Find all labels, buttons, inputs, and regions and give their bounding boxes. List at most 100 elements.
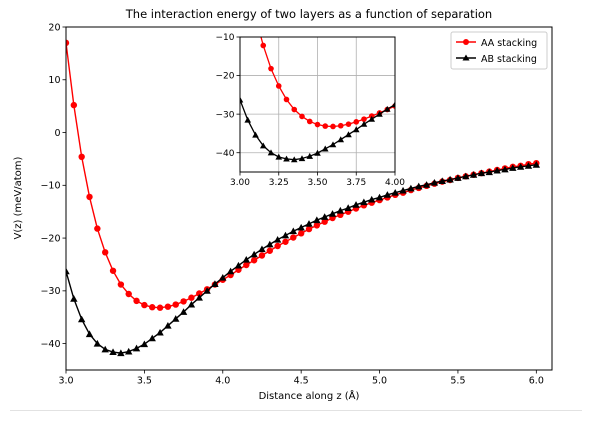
chart-title: The interaction energy of two layers as … <box>125 7 492 21</box>
main-series-aa-point <box>71 102 77 108</box>
inset-series-aa-point <box>586 36 592 42</box>
inset-series-aa-point <box>330 124 336 130</box>
main-series-aa-point <box>102 249 108 255</box>
legend-aa-label: AA stacking <box>481 38 537 49</box>
inset-series-ab-point <box>454 70 461 76</box>
main-y-tick-label: −30 <box>40 286 60 297</box>
inset-series-ab-point <box>438 77 445 83</box>
inset-series-aa-point <box>454 75 460 81</box>
main-series-aa-point <box>251 257 257 263</box>
main-series-aa-point <box>243 262 249 268</box>
main-series-aa-point <box>165 303 171 309</box>
main-series-aa-point <box>298 230 304 236</box>
main-series-ab-line <box>66 165 536 353</box>
inset-series-aa-point <box>431 86 437 92</box>
main-series-ab-point <box>86 330 93 337</box>
inset-series-ab-point <box>554 41 561 47</box>
inset-x-tick-label: 3.50 <box>307 178 327 188</box>
main-series-aa-point <box>94 225 100 231</box>
inset-series-aa-point <box>439 82 445 88</box>
main-series-ab-point <box>258 245 265 252</box>
main-y-tick-label: 20 <box>48 22 60 33</box>
x-axis-label: Distance along z (Å) <box>259 389 360 402</box>
main-series-ab-point <box>290 228 297 235</box>
main-y-tick-label: −10 <box>40 181 60 192</box>
main-series-ab-point <box>133 345 140 352</box>
main-series-aa-point <box>282 239 288 245</box>
inset-series-aa-point <box>462 72 468 78</box>
inset-series-ab-point <box>407 92 414 98</box>
main-series-aa-point <box>126 291 132 297</box>
main-series-ab-point <box>243 256 250 263</box>
main-series-ab-point <box>274 236 281 243</box>
main-series-ab-point <box>78 316 85 323</box>
main-y-tick-label: 10 <box>48 75 60 86</box>
inset-series-aa-point <box>415 92 421 98</box>
main-x-tick-label: 3.5 <box>137 376 152 387</box>
main-series-aa-point <box>259 252 265 258</box>
y-axis-label: V(z) (meV/atom) <box>13 156 24 239</box>
main-series-aa-point <box>86 194 92 200</box>
main-y-tick-label: 0 <box>54 128 60 139</box>
main-series-aa-point <box>78 154 84 160</box>
inset-series-aa-point <box>423 89 429 95</box>
main-series-aa-point <box>314 222 320 228</box>
inset-series-ab-point <box>570 38 577 44</box>
main-series-ab-point <box>305 220 312 227</box>
main-series-aa-point <box>290 234 296 240</box>
main-series-aa-point <box>274 243 280 249</box>
inset-series-aa-point <box>408 96 414 102</box>
inset-y-tick-label: −40 <box>216 149 235 159</box>
bottom-divider <box>10 410 582 411</box>
inset-series-ab-point <box>430 80 437 86</box>
inset-series-aa-point <box>446 79 452 85</box>
main-series-aa-point <box>149 304 155 310</box>
legend-ab-label: AB stacking <box>481 54 537 65</box>
inset-series-aa-point <box>353 119 359 125</box>
inset-x-tick-label: 3.75 <box>346 178 366 188</box>
inset-y-tick-label: −20 <box>216 72 235 82</box>
main-series-ab-point <box>266 241 273 248</box>
inset-plot: 3.00 3.25 3.50 3.75 4.00 −10 −20 −30 −40 <box>216 0 592 188</box>
legend: AA stacking AB stacking <box>451 32 547 69</box>
inset-series-aa-point <box>570 40 576 46</box>
inset-series-aa-point <box>315 122 321 128</box>
inset-series-aa-point <box>400 100 406 106</box>
inset-y-tick-label: −30 <box>216 110 235 120</box>
inset-series-aa-point <box>268 66 274 72</box>
main-series-aa-point <box>141 302 147 308</box>
main-series-aa-point <box>110 268 116 274</box>
legend-aa-marker <box>463 39 469 45</box>
inset-series-aa-point <box>563 41 569 47</box>
inset-series-ab-point <box>399 97 406 103</box>
main-x-tick-label: 5.0 <box>372 376 387 387</box>
inset-series-aa-point <box>291 107 297 113</box>
inset-series-aa-point <box>299 114 305 120</box>
main-x-tick-label: 4.0 <box>215 376 230 387</box>
inset-series-aa-point <box>284 97 290 103</box>
main-series-aa-point <box>267 248 273 254</box>
inset-x-tick-label: 3.25 <box>269 178 289 188</box>
main-y-tick-label: −40 <box>40 339 60 350</box>
inset-series-aa-point <box>470 69 476 75</box>
main-series-aa-point <box>173 301 179 307</box>
main-series-aa-point <box>118 281 124 287</box>
inset-series-ab-point <box>585 34 592 40</box>
inset-series-aa-point <box>307 119 313 125</box>
main-series-ab-point <box>250 251 257 258</box>
inset-y-tick-label: −10 <box>216 33 235 43</box>
inset-series-aa-point <box>338 123 344 129</box>
inset-x-tick-label: 3.00 <box>230 178 250 188</box>
inset-series-ab-point <box>562 39 569 45</box>
inset-series-ab-point <box>423 84 430 90</box>
main-series-ab-point <box>70 295 77 302</box>
inset-series-aa-point <box>346 121 352 127</box>
main-x-tick-label: 3.0 <box>58 376 73 387</box>
inset-series-ab-point <box>446 73 453 79</box>
main-x-tick-label: 6.0 <box>529 376 544 387</box>
inset-series-aa-point <box>276 83 282 89</box>
inset-series-ab-point <box>578 36 585 42</box>
inset-x-tick-label: 4.00 <box>385 178 405 188</box>
